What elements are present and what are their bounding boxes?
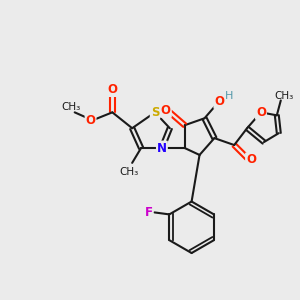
Text: O: O [161, 104, 171, 117]
Text: O: O [214, 95, 224, 108]
Text: H: H [225, 91, 233, 100]
Text: CH₃: CH₃ [274, 91, 293, 100]
Text: O: O [246, 153, 256, 167]
Text: CH₃: CH₃ [120, 167, 139, 177]
Text: O: O [107, 83, 117, 96]
Text: S: S [151, 106, 159, 119]
Text: N: N [157, 142, 167, 154]
Text: F: F [145, 206, 152, 219]
Text: O: O [256, 106, 266, 119]
Text: CH₃: CH₃ [61, 102, 80, 112]
Text: O: O [85, 114, 96, 127]
